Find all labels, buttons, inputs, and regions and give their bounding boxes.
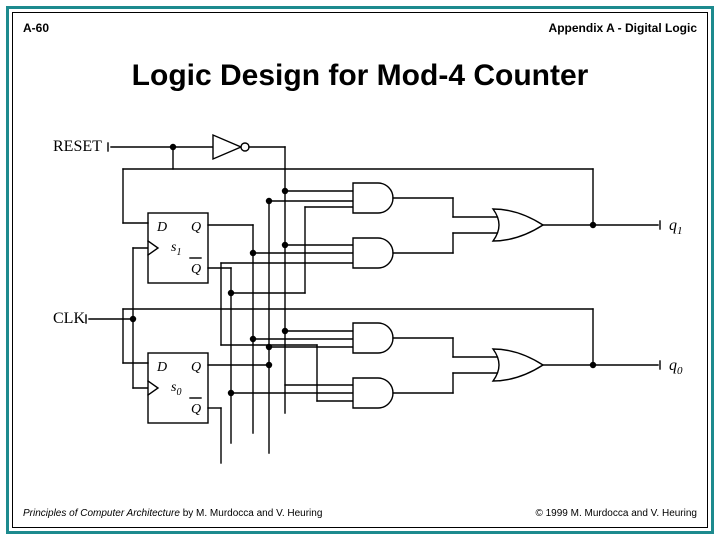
- reset-label: RESET: [53, 138, 102, 155]
- circuit-diagram: RESET: [53, 123, 693, 493]
- outer-frame: A-60 Appendix A - Digital Logic Logic De…: [6, 6, 714, 534]
- clk-label: CLK: [53, 310, 85, 327]
- svg-text:Q: Q: [191, 402, 201, 417]
- output-q0-label: q0: [669, 357, 683, 377]
- svg-text:D: D: [156, 360, 167, 375]
- or-gate-2: [493, 349, 543, 381]
- not-gate: [213, 135, 249, 159]
- and-gate-4: [353, 378, 393, 408]
- and-gate-2: [353, 238, 393, 268]
- page-number: A-60: [23, 21, 49, 35]
- and-gate-1: [353, 183, 393, 213]
- inner-frame: A-60 Appendix A - Digital Logic Logic De…: [12, 12, 708, 528]
- page-title: Logic Design for Mod-4 Counter: [13, 59, 707, 93]
- flipflop-s1: D Q s1 Q: [148, 213, 208, 283]
- byline: by M. Murdocca and V. Heuring: [180, 508, 322, 519]
- appendix-label: Appendix A - Digital Logic: [549, 21, 697, 35]
- footer-left: Principles of Computer Architecture by M…: [23, 508, 322, 519]
- flipflop-s0: D Q s0 Q: [148, 353, 208, 423]
- svg-text:Q: Q: [191, 360, 201, 375]
- output-q1-label: q1: [669, 217, 683, 237]
- footer-copyright: © 1999 M. Murdocca and V. Heuring: [535, 508, 697, 519]
- svg-text:D: D: [156, 220, 167, 235]
- or-gate-1: [493, 209, 543, 241]
- svg-text:Q: Q: [191, 220, 201, 235]
- book-title: Principles of Computer Architecture: [23, 508, 180, 519]
- and-gate-3: [353, 323, 393, 353]
- svg-text:Q: Q: [191, 262, 201, 277]
